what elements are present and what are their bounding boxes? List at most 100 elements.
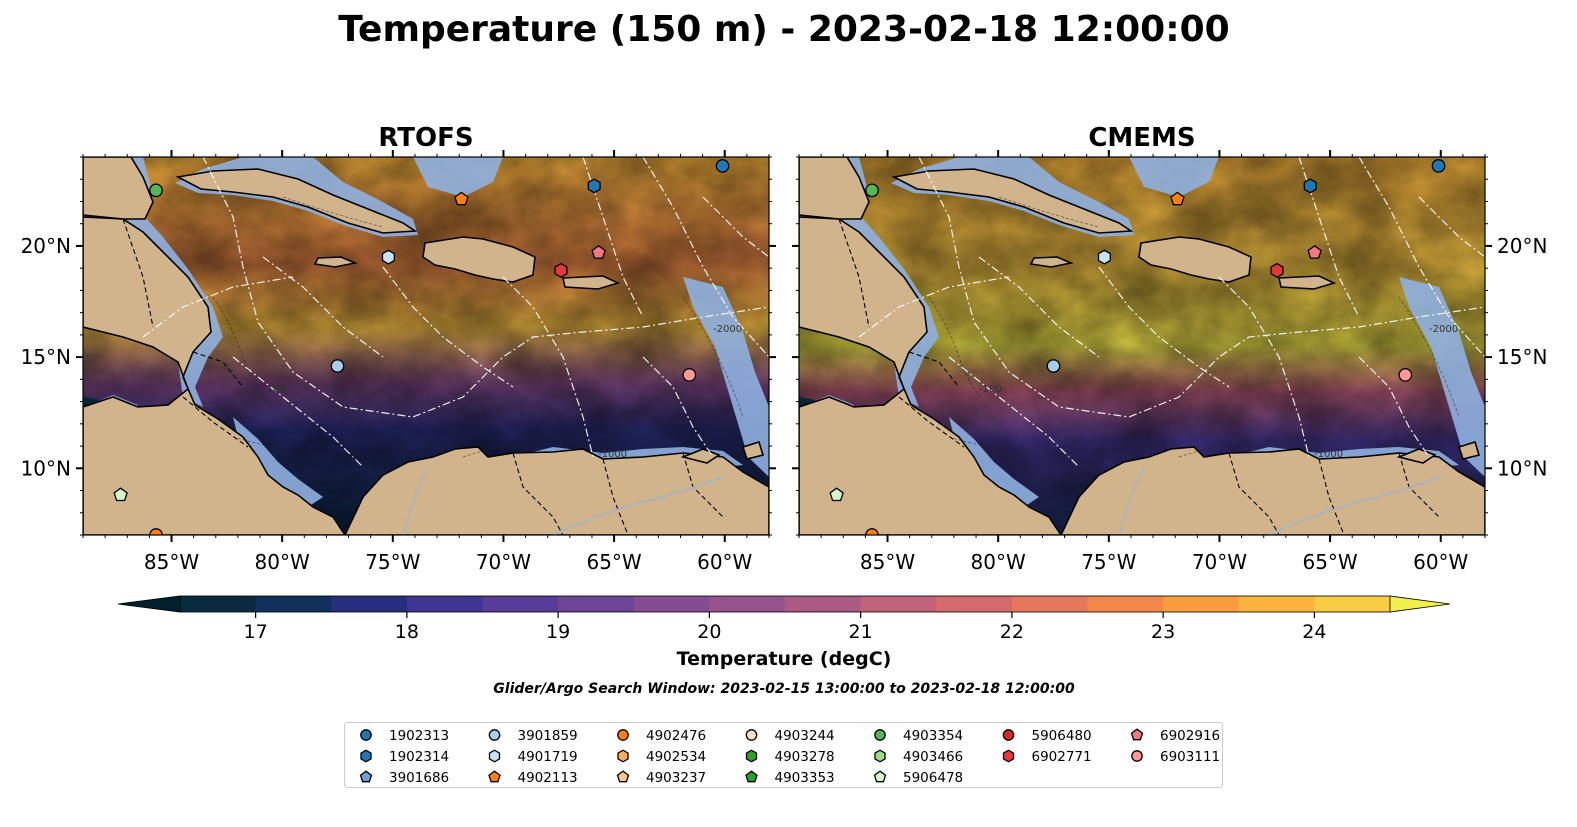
legend-marker-6903111 xyxy=(1131,750,1143,762)
cmems-frame xyxy=(798,156,1486,536)
legend-marker-4902113 xyxy=(488,770,501,783)
cmems-field: -100 -1000 -2000 xyxy=(799,157,1485,535)
legend-entry-4903244: 4903244 xyxy=(745,728,835,744)
platform-marker-4903354 xyxy=(149,183,163,198)
colorbar-segment xyxy=(1314,596,1391,612)
legend-marker-5906480 xyxy=(1002,729,1015,741)
colorbar-tick-label: 21 xyxy=(849,621,873,643)
contour-label: -100 xyxy=(263,384,286,395)
legend-label: 4903237 xyxy=(646,770,706,786)
legend-marker-4903466 xyxy=(874,749,886,763)
platform-legend-entries: 1902313 1902314 3901686 3901859 4901719 49021… xyxy=(359,728,1220,786)
legend-label: 4903278 xyxy=(775,749,835,765)
platform-marker-5906478 xyxy=(829,487,844,502)
platform-marker-6903111 xyxy=(682,368,697,382)
legend-label: 4903353 xyxy=(775,770,835,786)
platform-marker-4903354 xyxy=(865,183,879,198)
platform-marker-6902771 xyxy=(1270,262,1284,278)
lon-tick-label: 80°W xyxy=(255,550,310,574)
lat-tick-label: 20°N xyxy=(21,234,71,258)
legend-marker-3901686 xyxy=(359,770,373,783)
colorbar-segment xyxy=(331,596,408,612)
lat-tick-label: 10°N xyxy=(21,456,71,480)
legend-marker-4903244 xyxy=(745,729,758,741)
colorbar-segment xyxy=(1087,596,1164,612)
legend-entry-4903466: 4903466 xyxy=(874,749,963,765)
platform-marker-6902916 xyxy=(591,244,606,259)
figure-title: Temperature (150 m) - 2023-02-18 12:00:0… xyxy=(338,9,1229,50)
legend-label: 5906480 xyxy=(1032,728,1092,744)
search-window-note: Glider/Argo Search Window: 2023-02-15 13… xyxy=(493,681,1075,697)
legend-entry-6902916: 6902916 xyxy=(1130,728,1220,744)
colorbar-under-arrow xyxy=(117,595,181,613)
contour-label: -2000 xyxy=(713,324,742,335)
legend-label: 6902771 xyxy=(1032,749,1092,765)
rtofs-field: -100 -1000 -2000 xyxy=(83,157,769,535)
colorbar-segment xyxy=(558,596,635,612)
legend-marker-4903237 xyxy=(616,770,630,783)
platform-marker-3901859 xyxy=(330,359,345,373)
colorbar-segment xyxy=(1163,596,1240,612)
colorbar-segment xyxy=(709,596,786,612)
legend-entry-6902771: 6902771 xyxy=(1002,749,1092,765)
lat-tick-label: 15°N xyxy=(1497,345,1547,369)
legend-label: 4903466 xyxy=(903,749,963,765)
platform-marker-4901719 xyxy=(381,249,395,265)
legend-marker-4901719 xyxy=(488,749,501,763)
legend-marker-3901859 xyxy=(488,729,501,741)
colorbar-segment xyxy=(1011,596,1088,612)
legend-label: 4903354 xyxy=(903,728,963,744)
contour-label: -100 xyxy=(979,384,1002,395)
platform-marker-5906478 xyxy=(113,487,128,502)
platform-marker-4901719 xyxy=(1097,249,1111,265)
legend-entry-4902113: 4902113 xyxy=(488,770,578,786)
platform-marker-4902113 xyxy=(454,191,469,206)
legend-entry-4903354: 4903354 xyxy=(874,728,963,744)
colorbar-label: Temperature (degC) xyxy=(677,648,892,670)
legend-marker-6902916 xyxy=(1130,728,1144,741)
lat-tick-label: 20°N xyxy=(1497,234,1547,258)
legend-entry-5906478: 5906478 xyxy=(873,770,963,786)
colorbar-segment xyxy=(785,596,862,612)
legend-entry-4901719: 4901719 xyxy=(488,749,578,765)
lon-tick-label: 75°W xyxy=(365,550,420,574)
platform-marker-1902313 xyxy=(1431,159,1446,173)
lat-tick-label: 10°N xyxy=(1497,456,1547,480)
contour-label: -1000 xyxy=(1314,449,1343,460)
colorbar-segment xyxy=(255,596,332,612)
temperature-colorbar: 17 18 19 20 21 22 23 24 xyxy=(117,595,1451,643)
legend-label: 4901719 xyxy=(518,749,578,765)
legend-entry-4902476: 4902476 xyxy=(617,728,706,744)
platform-marker-6903111 xyxy=(1398,368,1413,382)
lon-tick-label: 70°W xyxy=(476,550,531,574)
platform-legend: 1902313 1902314 3901686 3901859 4901719 49021… xyxy=(344,722,1223,788)
colorbar-segment xyxy=(180,596,257,612)
rtofs-panel-title: RTOFS xyxy=(378,123,473,153)
lat-tick-label: 15°N xyxy=(21,345,71,369)
lon-tick-label: 85°W xyxy=(144,550,199,574)
legend-marker-4903354 xyxy=(874,729,886,741)
legend-marker-1902314 xyxy=(360,749,372,763)
lon-tick-label: 80°W xyxy=(971,550,1026,574)
legend-label: 4902534 xyxy=(646,749,706,765)
legend-marker-5906478 xyxy=(873,770,887,783)
legend-label: 3901686 xyxy=(389,770,449,786)
legend-entry-1902313: 1902313 xyxy=(360,728,449,744)
colorbar-tick-label: 20 xyxy=(697,621,721,643)
colorbar-segment xyxy=(406,596,483,612)
cmems-map-panel: -100 -1000 -2000 CMEMS 85°W 80°W 75°W 70°W 65°W 6… xyxy=(792,123,1547,574)
legend-marker-6902771 xyxy=(1002,749,1015,763)
colorbar-tick-label: 17 xyxy=(244,621,268,643)
contour-label: -1000 xyxy=(598,449,627,460)
lon-tick-label: 75°W xyxy=(1081,550,1136,574)
platform-marker-6902771 xyxy=(554,262,568,278)
lon-tick-label: 60°W xyxy=(697,550,752,574)
lon-tick-label: 65°W xyxy=(586,550,641,574)
colorbar-segment xyxy=(1238,596,1315,612)
legend-entry-4903237: 4903237 xyxy=(616,770,706,786)
rtofs-frame xyxy=(82,156,770,536)
colorbar-tick-label: 19 xyxy=(546,621,570,643)
legend-label: 5906478 xyxy=(903,770,963,786)
legend-entry-4903353: 4903353 xyxy=(745,770,835,786)
